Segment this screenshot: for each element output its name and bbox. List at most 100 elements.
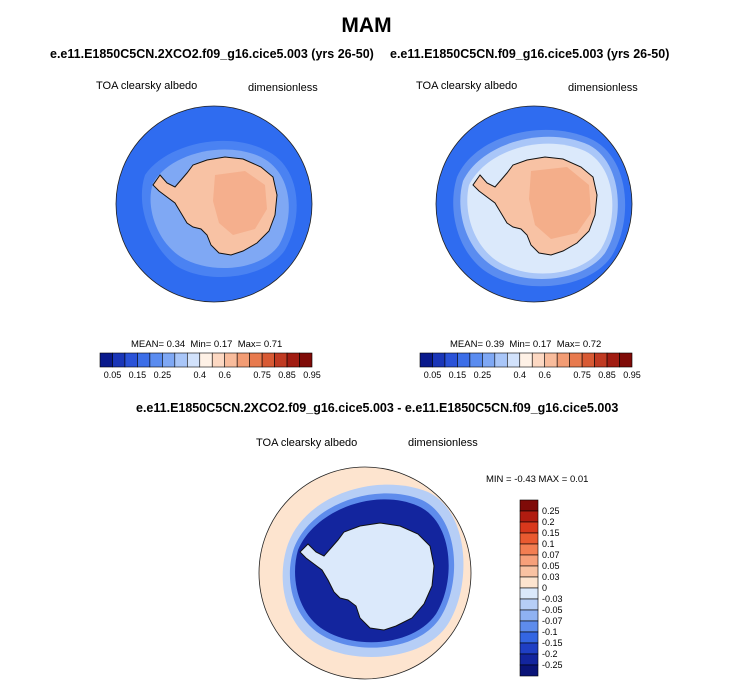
diff-panel-colorbar-tick-label: 0.2 [542,517,555,527]
panel-2-colorbar-swatch [457,352,471,368]
diff-panel-colorbar-tick-label: -0.03 [542,594,563,604]
diff-panel-colorbar-swatch [519,532,539,545]
panel-1-max-value: 0.71 [263,339,283,350]
panel-1-colorbar-swatch [236,352,250,368]
page-title: MAM [341,14,392,37]
diff-panel-colorbar-tick-label: 0.1 [542,539,555,549]
diff-panel-map [258,466,472,680]
diff-panel-units-label: dimensionless [408,437,478,449]
panel-2-max-label: Max= [556,339,581,350]
panel-2-colorbar-tick-label: 0.4 [514,370,527,380]
diff-panel-colorbar-tick-label: -0.07 [542,616,563,626]
panel-1-colorbar-swatch [124,352,138,368]
panel-2-colorbar-tick-label: 0.25 [474,370,492,380]
panel-1-colorbar-swatch [249,352,263,368]
panel-1-stats: MEAN= 0.34 Min= 0.17 Max= 0.71 [131,339,282,350]
diff-panel-colorbar-tick-label: -0.2 [542,649,558,659]
diff-panel-colorbar-tick-label: -0.25 [542,660,563,670]
diff-panel-colorbar-swatch [519,631,539,644]
panel-1-min-value: 0.17 [213,339,233,350]
panel-2-colorbar-tick-label: 0.95 [623,370,641,380]
panel-1-min-label: Min= [190,339,212,350]
panel-1-colorbar-swatch [99,352,113,368]
panel-2-colorbar-swatch [419,352,433,368]
diff-panel-minmax: MIN = -0.43 MAX = 0.01 [486,474,589,485]
panel-2-mean-label: MEAN= [450,339,483,350]
panel-1-max-label: Max= [237,339,262,350]
diff-panel-colorbar-tick-label: 0 [542,583,547,593]
diff-panel-colorbar-swatch [519,499,539,512]
panel-2-colorbar-swatch [619,352,633,368]
panel-2-colorbar-tick-label: 0.05 [424,370,442,380]
panel-1-mean-label: MEAN= [131,339,164,350]
panel-1-colorbar-swatch [112,352,126,368]
panel-2-colorbar-tick-label: 0.75 [573,370,591,380]
panel-1-colorbar-tick-label: 0.75 [253,370,271,380]
diff-panel-colorbar-tick-label: -0.05 [542,605,563,615]
diff-panel-colorbar-tick-label: 0.07 [542,550,560,560]
diff-panel-colorbar-swatch [519,510,539,523]
diff-panel-title: e.e11.E1850C5CN.2XCO2.f09_g16.cice5.003 … [136,401,619,415]
panel-1-colorbar-tick-label: 0.95 [303,370,321,380]
panel-1-colorbar-swatch [149,352,163,368]
panel-1-title: e.e11.E1850C5CN.2XCO2.f09_g16.cice5.003 … [50,47,374,61]
panel-2-min-label: Min= [509,339,531,350]
diff-panel-colorbar-tick-label: 0.03 [542,572,560,582]
panel-2-colorbar-swatch [594,352,608,368]
panel-1-colorbar-swatch [186,352,201,368]
diff-panel-colorbar-swatch [519,653,539,666]
panel-1-plateau [213,171,267,235]
panel-2-colorbar-swatch [519,352,533,368]
diff-panel-colorbar-swatch [519,598,539,611]
panel-2-colorbar-swatch [569,352,583,368]
diff-panel-variable-label: TOA clearsky albedo [256,437,358,449]
diff-panel-colorbar-swatch [519,620,539,633]
panel-2-colorbar-swatch [506,352,521,368]
panel-2-variable-label: TOA clearsky albedo [416,80,518,92]
panel-2-colorbar: 0.05 0.15 0.25 0.4 0.6 0.75 0.85 0.95 [419,352,641,380]
panel-2-colorbar-tick-label: 0.85 [598,370,616,380]
panel-1-mean-value: 0.34 [166,339,186,350]
panel-2-colorbar-swatch [482,352,496,368]
panel-1-colorbar: 0.05 0.15 0.25 0.4 0.6 0.75 0.85 0.95 [99,352,321,380]
panel-1-colorbar-swatch [162,352,176,368]
panel-2-colorbar-swatch [606,352,620,368]
diff-panel-colorbar-swatch [519,554,539,567]
diff-panel-colorbar-swatch [519,664,539,677]
panel-2-min-value: 0.17 [532,339,552,350]
diff-panel-colorbar-swatch [519,587,539,600]
panel-2-map [435,105,633,303]
diff-panel-colorbar-tick-label: -0.15 [542,638,563,648]
panel-1-colorbar-swatch [299,352,313,368]
panel-1-colorbar-tick-label: 0.6 [218,370,231,380]
panel-2-colorbar-tick-label: 0.15 [449,370,467,380]
panel-1-colorbar-swatch [274,352,288,368]
panel-1-colorbar-swatch [261,352,275,368]
diff-panel-colorbar-swatch [519,609,539,622]
panel-2-colorbar-swatch [531,352,546,368]
panel-1-map [115,105,313,303]
panel-2-colorbar-swatch [469,352,483,368]
diff-panel-colorbar-tick-label: 0.05 [542,561,560,571]
diff-panel-colorbar-tick-label: 0.25 [542,506,560,516]
diff-panel-colorbar-swatch [519,576,539,589]
diff-panel-colorbar-swatch [519,642,539,655]
panel-2-colorbar-swatch [432,352,446,368]
panel-2-colorbar-swatch [444,352,458,368]
panel-2-colorbar-swatch [494,352,508,368]
panel-1-variable-label: TOA clearsky albedo [96,80,198,92]
panel-2-max-value: 0.72 [582,339,602,350]
panel-1-colorbar-swatch [137,352,151,368]
panel-2-stats: MEAN= 0.39 Min= 0.17 Max= 0.72 [450,339,601,350]
panel-1-colorbar-swatch [199,352,213,368]
diff-panel-colorbar-tick-label: 0.15 [542,528,560,538]
panel-1-colorbar-swatch [286,352,300,368]
panel-1-colorbar-swatch [211,352,226,368]
panel-2-title: e.e11.E1850C5CN.f09_g16.cice5.003 (yrs 2… [390,47,670,61]
panel-2-colorbar-swatch [556,352,570,368]
diff-panel-continent [299,522,435,631]
panel-2-units-label: dimensionless [568,82,638,94]
diff-panel-colorbar-swatch [519,521,539,534]
panel-2-colorbar-tick-label: 0.6 [538,370,551,380]
panel-2-plateau [529,167,591,239]
